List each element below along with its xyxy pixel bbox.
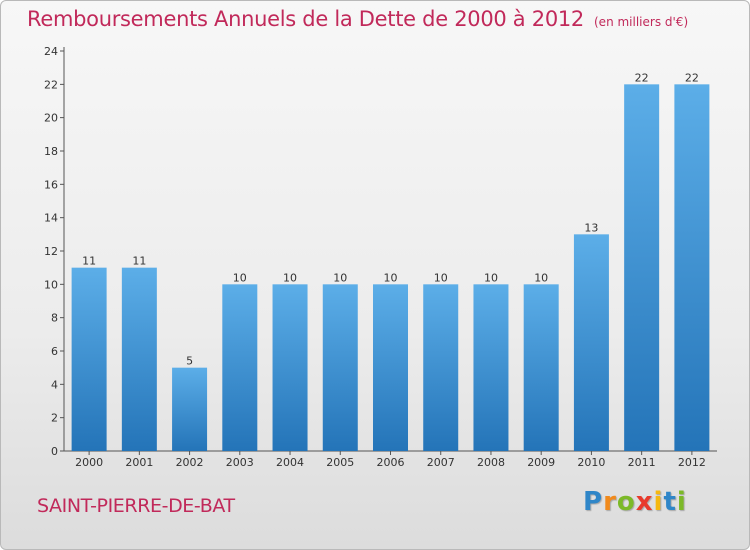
y-tick-label: 4: [51, 378, 58, 391]
logo-letter: P: [583, 487, 604, 517]
bar: [121, 267, 157, 451]
bar: [272, 284, 308, 451]
y-tick-label: 12: [44, 245, 58, 258]
y-tick-label: 14: [44, 212, 58, 225]
data-label: 10: [233, 271, 247, 284]
data-label: 22: [635, 71, 649, 84]
logo-letter: o: [616, 487, 636, 517]
x-tick-label: 2004: [276, 456, 304, 469]
y-tick-label: 0: [51, 445, 58, 458]
logo-letter: r: [603, 487, 617, 517]
logo-letter: t: [663, 487, 677, 517]
x-tick-label: 2005: [326, 456, 354, 469]
bar: [523, 284, 559, 451]
bar: [172, 367, 208, 451]
bar: [423, 284, 459, 451]
x-tick-label: 2007: [427, 456, 455, 469]
y-tick-label: 6: [51, 345, 58, 358]
data-label: 10: [333, 271, 347, 284]
data-label: 10: [534, 271, 548, 284]
x-tick-label: 2002: [176, 456, 204, 469]
y-tick-label: 8: [51, 312, 58, 325]
data-label: 11: [82, 255, 96, 268]
chart-title: Remboursements Annuels de la Dette de 20…: [27, 7, 688, 31]
bar: [222, 284, 258, 451]
x-tick-label: 2008: [477, 456, 505, 469]
data-label: 11: [132, 255, 146, 268]
y-tick-label: 18: [44, 145, 58, 158]
x-tick-label: 2001: [125, 456, 153, 469]
proxiti-logo: Proxiti: [583, 487, 687, 517]
x-tick-label: 2009: [527, 456, 555, 469]
commune-name: SAINT-PIERRE-DE-BAT: [37, 495, 235, 517]
chart-unit: (en milliers d'€): [594, 15, 689, 29]
y-tick-label: 16: [44, 178, 58, 191]
y-tick-label: 20: [44, 112, 58, 125]
data-label: 5: [186, 355, 193, 368]
bar: [322, 284, 358, 451]
x-tick-label: 2000: [75, 456, 103, 469]
bar: [624, 84, 660, 451]
logo-letter: i: [676, 487, 687, 517]
y-tick-label: 24: [44, 45, 58, 58]
data-label: 22: [685, 71, 699, 84]
chart-title-text: Remboursements Annuels de la Dette de 20…: [27, 7, 584, 31]
x-tick-label: 2010: [577, 456, 605, 469]
x-tick-label: 2011: [628, 456, 656, 469]
bar: [573, 234, 609, 451]
data-label: 10: [434, 271, 448, 284]
logo-letter: x: [635, 487, 654, 517]
logo-letter: i: [653, 487, 664, 517]
data-label: 10: [384, 271, 398, 284]
y-tick-label: 10: [44, 278, 58, 291]
x-tick-label: 2012: [678, 456, 706, 469]
x-tick-label: 2003: [226, 456, 254, 469]
bar: [674, 84, 710, 451]
data-label: 10: [283, 271, 297, 284]
y-tick-label: 22: [44, 78, 58, 91]
data-label: 13: [584, 221, 598, 234]
x-tick-label: 2006: [377, 456, 405, 469]
y-tick-label: 2: [51, 412, 58, 425]
bar: [71, 267, 107, 451]
bar: [473, 284, 509, 451]
bar: [373, 284, 408, 451]
data-label: 10: [484, 271, 498, 284]
